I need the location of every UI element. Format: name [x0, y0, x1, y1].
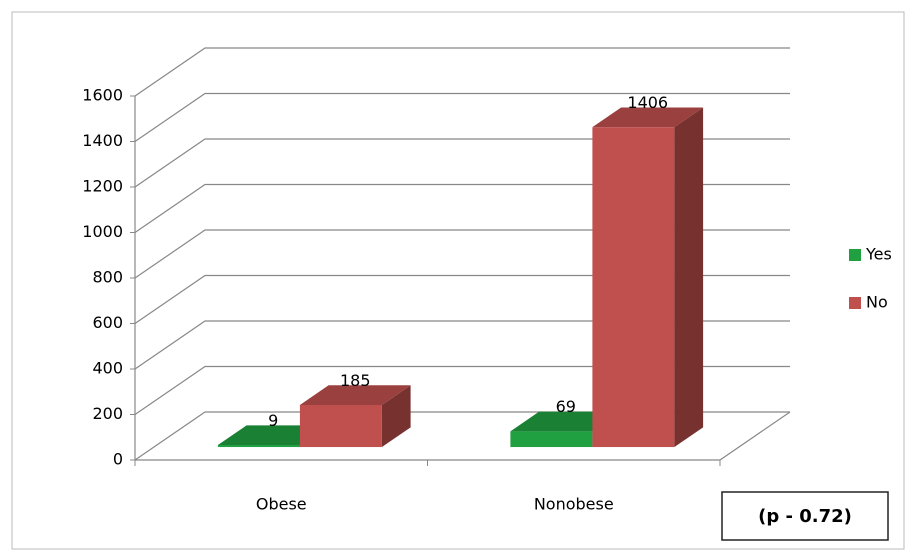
value-label: 1406: [627, 93, 668, 112]
x-tick-label: Nonobese: [534, 495, 614, 514]
chart-frame: [11, 11, 905, 550]
grid-line: [134, 47, 790, 97]
legend-swatch: [849, 249, 861, 261]
bar-top: [592, 107, 704, 128]
value-label: 185: [340, 371, 371, 390]
y-tick-label: 1200: [82, 177, 123, 196]
annotation: (p - 0.72): [758, 506, 852, 527]
y-tick-label: 600: [92, 313, 123, 332]
y-tick-label: 0: [113, 450, 123, 469]
legend-swatch: [849, 297, 861, 309]
legend-label: Yes: [865, 245, 892, 264]
y-tick-label: 1000: [82, 222, 123, 241]
bar-side: [381, 385, 411, 448]
y-tick-label: 1400: [82, 131, 123, 150]
x-tick-label: Obese: [256, 495, 307, 514]
bar: [299, 404, 382, 448]
bar-top: [299, 385, 411, 405]
grid-line: [134, 92, 790, 142]
legend-label: No: [866, 293, 888, 312]
bar-side: [674, 107, 704, 448]
bar: [592, 127, 675, 448]
y-tick-label: 400: [92, 359, 123, 378]
value-label: 9: [268, 411, 278, 430]
annotation-box: [721, 491, 889, 541]
y-tick-label: 1600: [82, 86, 123, 105]
bar: [510, 431, 593, 448]
bar: [217, 444, 300, 448]
value-label: 69: [556, 397, 576, 416]
y-tick-label: 800: [92, 268, 123, 287]
y-tick-label: 200: [92, 404, 123, 423]
